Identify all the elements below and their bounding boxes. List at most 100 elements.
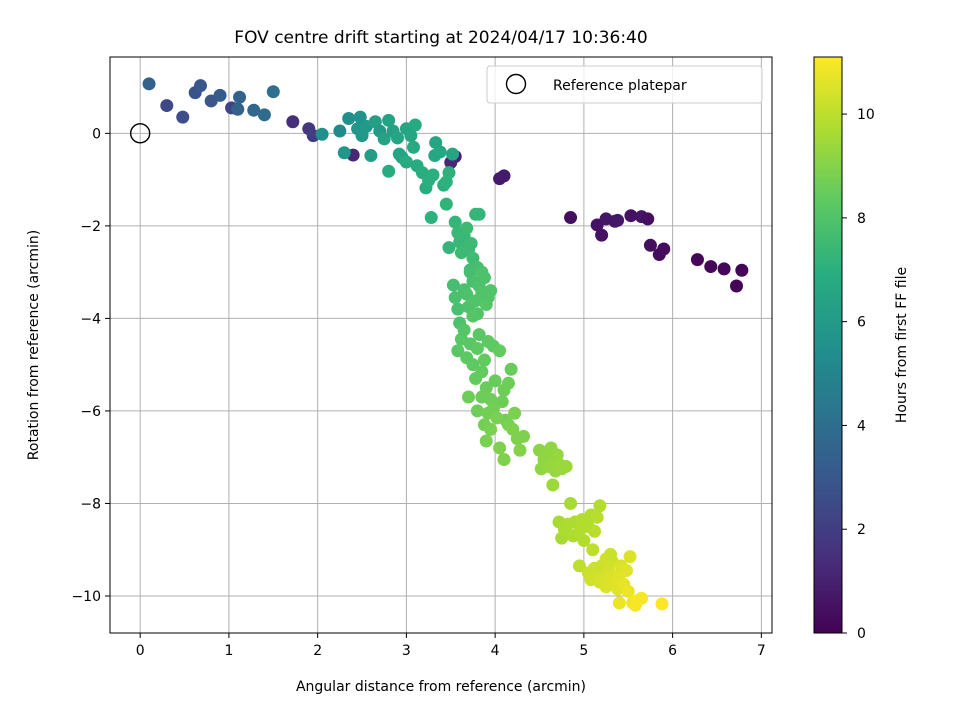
data-point [337,146,351,160]
data-point [623,550,637,564]
data-point [588,524,602,538]
data-point [470,341,484,355]
data-point [612,596,626,610]
data-point [488,374,502,388]
colorbar-label: Hours from first FF file [894,267,910,423]
data-point [446,147,460,161]
y-tick-label: −6 [80,404,101,420]
data-point [564,496,578,510]
x-tick-label: 5 [579,643,588,659]
data-point [442,166,456,180]
data-point [603,547,617,561]
data-point [247,103,261,117]
data-point [426,168,440,182]
data-point [353,110,367,124]
data-point [590,510,604,524]
legend: Reference platepar [486,65,763,104]
reference-platepar-marker [129,123,151,144]
data-point [176,110,190,124]
data-point [342,112,356,126]
data-point [377,132,391,146]
data-point [466,309,480,323]
x-tick-label: 3 [402,643,411,659]
data-point [382,113,396,127]
x-axis-ticks: 0 1 2 3 4 5 6 7 [136,633,766,659]
data-point [501,376,515,390]
data-point [595,228,609,242]
data-point [194,79,208,93]
colorbar-gradient [813,56,843,634]
x-tick-label: 4 [491,643,500,659]
data-point [231,102,245,116]
data-point [477,353,491,367]
x-tick-label: 7 [757,643,766,659]
data-point [433,145,447,159]
legend-marker-reference [505,73,527,95]
y-tick-label: −4 [80,311,101,327]
data-point [266,85,280,99]
colorbar-tick-label: 2 [857,522,866,538]
data-point [213,88,227,102]
data-point [641,212,655,226]
y-axis-ticks: −10 −8 −6 −4 −2 0 [71,126,110,605]
colorbar-tick-label: 10 [857,107,875,123]
data-point [484,422,498,436]
data-point [564,211,578,225]
data-point [439,197,453,211]
data-point [451,344,465,358]
data-point [643,238,657,252]
data-point [160,99,174,113]
y-tick-label: 0 [92,126,101,142]
data-point [735,263,749,277]
data-point [624,209,638,223]
data-point [472,207,486,221]
data-point [493,344,507,358]
data-point [257,108,271,122]
data-point [577,533,591,547]
colorbar-tick-label: 8 [857,211,866,227]
colorbar-tick-label: 4 [857,418,866,434]
data-point [472,328,486,342]
data-point [493,441,507,455]
legend-box [486,65,763,104]
colorbar: 0 2 4 6 8 10 Hours from first FF file [813,56,910,642]
data-point [475,390,489,404]
data-point [593,499,607,513]
data-point [611,213,625,227]
data-point [466,358,480,372]
data-point [475,365,489,379]
data-point [559,459,573,473]
plot-frame [109,56,773,634]
data-point [479,434,493,448]
data-point [717,262,731,276]
data-point [391,131,405,145]
data-point [286,115,300,129]
data-point [315,127,329,141]
x-tick-label: 6 [668,643,677,659]
data-point [513,443,527,457]
colorbar-tick-label: 6 [857,315,866,331]
data-point [730,279,744,293]
data-point [504,362,518,376]
data-point [399,155,413,169]
colorbar-tick-label: 0 [857,626,866,642]
data-point [470,404,484,418]
data-point [572,559,586,573]
data-point [451,302,465,316]
data-point [490,411,504,425]
data-point [233,90,247,104]
data-point [497,453,511,467]
data-point [704,260,718,274]
data-point [462,390,476,404]
data-point [406,140,420,154]
data-point [142,77,156,91]
data-point [464,236,478,250]
legend-label-reference: Reference platepar [553,78,687,94]
data-point [446,278,460,292]
data-point [635,591,649,605]
data-point [655,597,669,611]
chart-title: FOV centre drift starting at 2024/04/17 … [234,28,647,48]
data-point [495,395,509,409]
data-point [424,211,438,225]
